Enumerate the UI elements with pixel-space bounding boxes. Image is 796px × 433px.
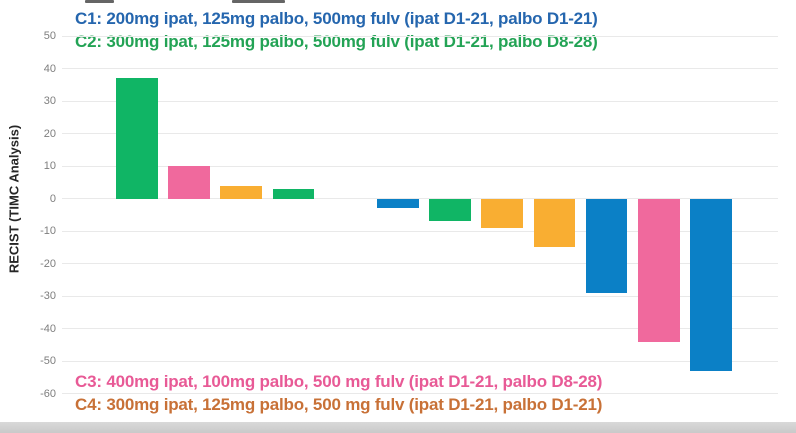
bar-patient-3-C4 [220, 185, 262, 199]
bottom-border [0, 422, 796, 433]
y-tick-label: 50 [43, 30, 56, 42]
y-tick-label: 0 [49, 192, 56, 205]
y-tick-label: -50 [40, 355, 56, 367]
bar-patient-4-C2 [272, 188, 315, 199]
bar-patient-2-C3 [168, 166, 210, 199]
gridline--50 [62, 360, 778, 362]
gridline-20 [62, 133, 778, 134]
y-tick-label: -10 [40, 225, 56, 237]
gridline-0 [62, 198, 778, 199]
bar-patient-9-C4 [533, 198, 576, 248]
gridline-50 [62, 35, 778, 37]
y-tick-label: 20 [43, 127, 56, 140]
y-tick-label: 30 [43, 95, 56, 107]
legend-cohort-c4: C4: 300mg ipat, 125mg palbo, 500 mg fulv… [75, 395, 603, 414]
gridline-10 [62, 165, 778, 167]
y-tick-label: -30 [40, 290, 56, 302]
bar-patient-12-C1 [690, 198, 732, 371]
legend-cohort-c1: C1: 200mg ipat, 125mg palbo, 500mg fulv … [75, 9, 598, 28]
bar-patient-11-C3 [638, 198, 680, 342]
bar-patient-8-C4 [481, 198, 523, 228]
gridline-40 [62, 68, 778, 69]
y-tick-label: -40 [40, 322, 56, 335]
gridline--10 [62, 230, 778, 232]
gridline--30 [62, 295, 778, 297]
y-tick-label: -20 [40, 257, 56, 270]
bar-patient-6-C1 [377, 198, 419, 209]
y-tick-label: -60 [40, 387, 56, 400]
screenshot-artifact [85, 0, 114, 3]
gridline-30 [62, 100, 778, 102]
y-tick-label: 10 [43, 160, 56, 172]
gridline--20 [62, 263, 778, 264]
legend-cohort-c3: C3: 400mg ipat, 100mg palbo, 500 mg fulv… [75, 372, 603, 391]
legend-cohort-c2: C2: 300mg ipat, 125mg palbo, 500mg fulv … [75, 32, 598, 51]
y-tick-label: 40 [43, 62, 56, 75]
bar-patient-10-C1 [585, 198, 628, 293]
gridline--40 [62, 328, 778, 329]
gridline--60 [62, 393, 778, 394]
bar-patient-7-C2 [429, 198, 471, 222]
screenshot-artifact [232, 0, 285, 3]
bar-patient-1-C2 [116, 78, 158, 199]
